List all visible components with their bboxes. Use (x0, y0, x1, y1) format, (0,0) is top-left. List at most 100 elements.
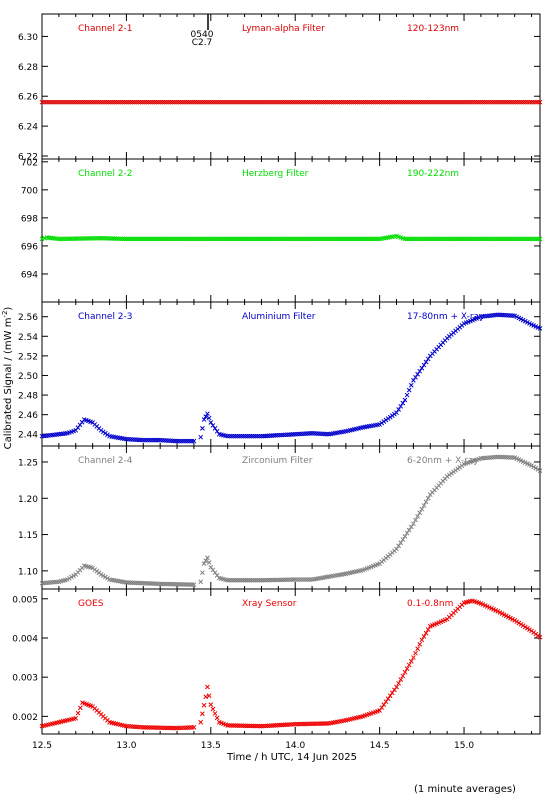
x-tick-label: 14.0 (285, 741, 305, 751)
data-point (419, 506, 425, 512)
series-markers (39, 312, 543, 444)
data-point (537, 468, 543, 474)
y-tick-label: 6.30 (18, 33, 38, 43)
panel-band-label: 6-20nm + X-ray (407, 456, 479, 466)
data-point (208, 420, 214, 425)
data-point (201, 417, 207, 422)
series-markers (39, 454, 543, 587)
y-tick-label: 698 (21, 214, 38, 224)
y-tick-label: 6.22 (18, 153, 38, 163)
data-point (404, 392, 410, 398)
data-point (408, 524, 414, 530)
data-point (198, 719, 204, 725)
data-point (200, 426, 205, 431)
data-point (205, 684, 210, 690)
data-point (396, 407, 401, 412)
data-point (423, 499, 429, 505)
x-tick-label: 13.0 (116, 741, 136, 751)
data-point (210, 706, 216, 712)
data-point (415, 646, 420, 652)
y-tick-label: 694 (21, 270, 38, 280)
panel-channel-label: GOES (78, 599, 104, 609)
data-point (421, 362, 427, 368)
y-tick-label: 1.10 (18, 567, 38, 577)
panel-frame (41, 588, 541, 735)
y-tick-label: 1.25 (18, 458, 38, 468)
y-tick-label: 2.48 (18, 392, 38, 402)
data-point (205, 555, 210, 561)
data-point (205, 411, 210, 417)
x-tick-label: 13.5 (201, 741, 221, 751)
data-point (208, 702, 214, 707)
y-tick-label: 2.44 (18, 431, 38, 441)
data-point (200, 570, 205, 576)
panel-3: 2.44 2.46 2.48 2.50 2.52 2.54 2.56 Channel 2-3 A… (18, 301, 543, 447)
data-point (400, 673, 406, 679)
data-point (419, 637, 425, 643)
y-tick-label: 2.52 (18, 352, 38, 362)
panel-channel-label: Channel 2-1 (78, 24, 133, 34)
data-point (396, 543, 401, 549)
data-point (212, 711, 218, 716)
data-point (394, 410, 399, 416)
y-tick-label: 0.004 (12, 634, 38, 644)
data-point (198, 579, 204, 585)
panel-channel-label: Channel 2-4 (78, 456, 133, 466)
data-point (413, 374, 418, 380)
panel-frame (41, 13, 541, 160)
y-tick-label: 2.50 (18, 372, 38, 382)
data-point (206, 693, 212, 699)
data-point (413, 517, 418, 523)
data-point (75, 710, 81, 716)
data-point (425, 356, 431, 362)
data-point (206, 560, 212, 565)
data-point (105, 575, 110, 581)
data-point (400, 400, 406, 406)
data-point (71, 573, 77, 579)
data-point (535, 467, 541, 472)
data-point (64, 577, 70, 582)
data-point (404, 530, 410, 536)
data-point (514, 619, 520, 625)
data-point (524, 625, 530, 631)
data-point (102, 574, 108, 580)
data-point (404, 666, 410, 671)
panel-filter-label: Lyman-alpha Filter (242, 24, 325, 34)
data-point (73, 715, 79, 721)
event-marker-flare-class: C2.7 (192, 38, 213, 48)
data-point (425, 627, 431, 633)
data-point (406, 387, 412, 393)
panel-band-label: 120-123nm (407, 24, 459, 34)
data-point (402, 397, 408, 403)
data-point (398, 540, 404, 546)
data-point (398, 677, 404, 682)
y-tick-label: 0.003 (12, 674, 38, 684)
data-point (512, 617, 518, 623)
data-point (98, 572, 104, 577)
data-point (406, 527, 412, 533)
data-point (537, 99, 543, 105)
data-point (67, 575, 72, 581)
data-point (402, 534, 408, 539)
panel-band-label: 190-222nm (407, 169, 459, 179)
data-point (381, 702, 387, 707)
data-point (201, 561, 207, 566)
data-point (423, 359, 429, 365)
y-tick-label: 2.56 (18, 313, 38, 323)
data-point (423, 630, 429, 636)
data-point (377, 708, 382, 713)
y-tick-label: 6.24 (18, 123, 38, 133)
data-point (200, 711, 205, 717)
data-point (516, 620, 522, 626)
panel-filter-label: Herzberg Filter (242, 169, 309, 179)
y-tick-label: 2.46 (18, 411, 38, 421)
data-point (201, 702, 207, 708)
data-point (191, 582, 197, 587)
y-axis-label-superscript: -2 (1, 311, 9, 318)
data-point (415, 371, 420, 377)
panel-frame (41, 158, 541, 303)
data-point (389, 690, 395, 696)
y-axis-label-close: ) (3, 307, 14, 311)
data-point (402, 669, 408, 675)
